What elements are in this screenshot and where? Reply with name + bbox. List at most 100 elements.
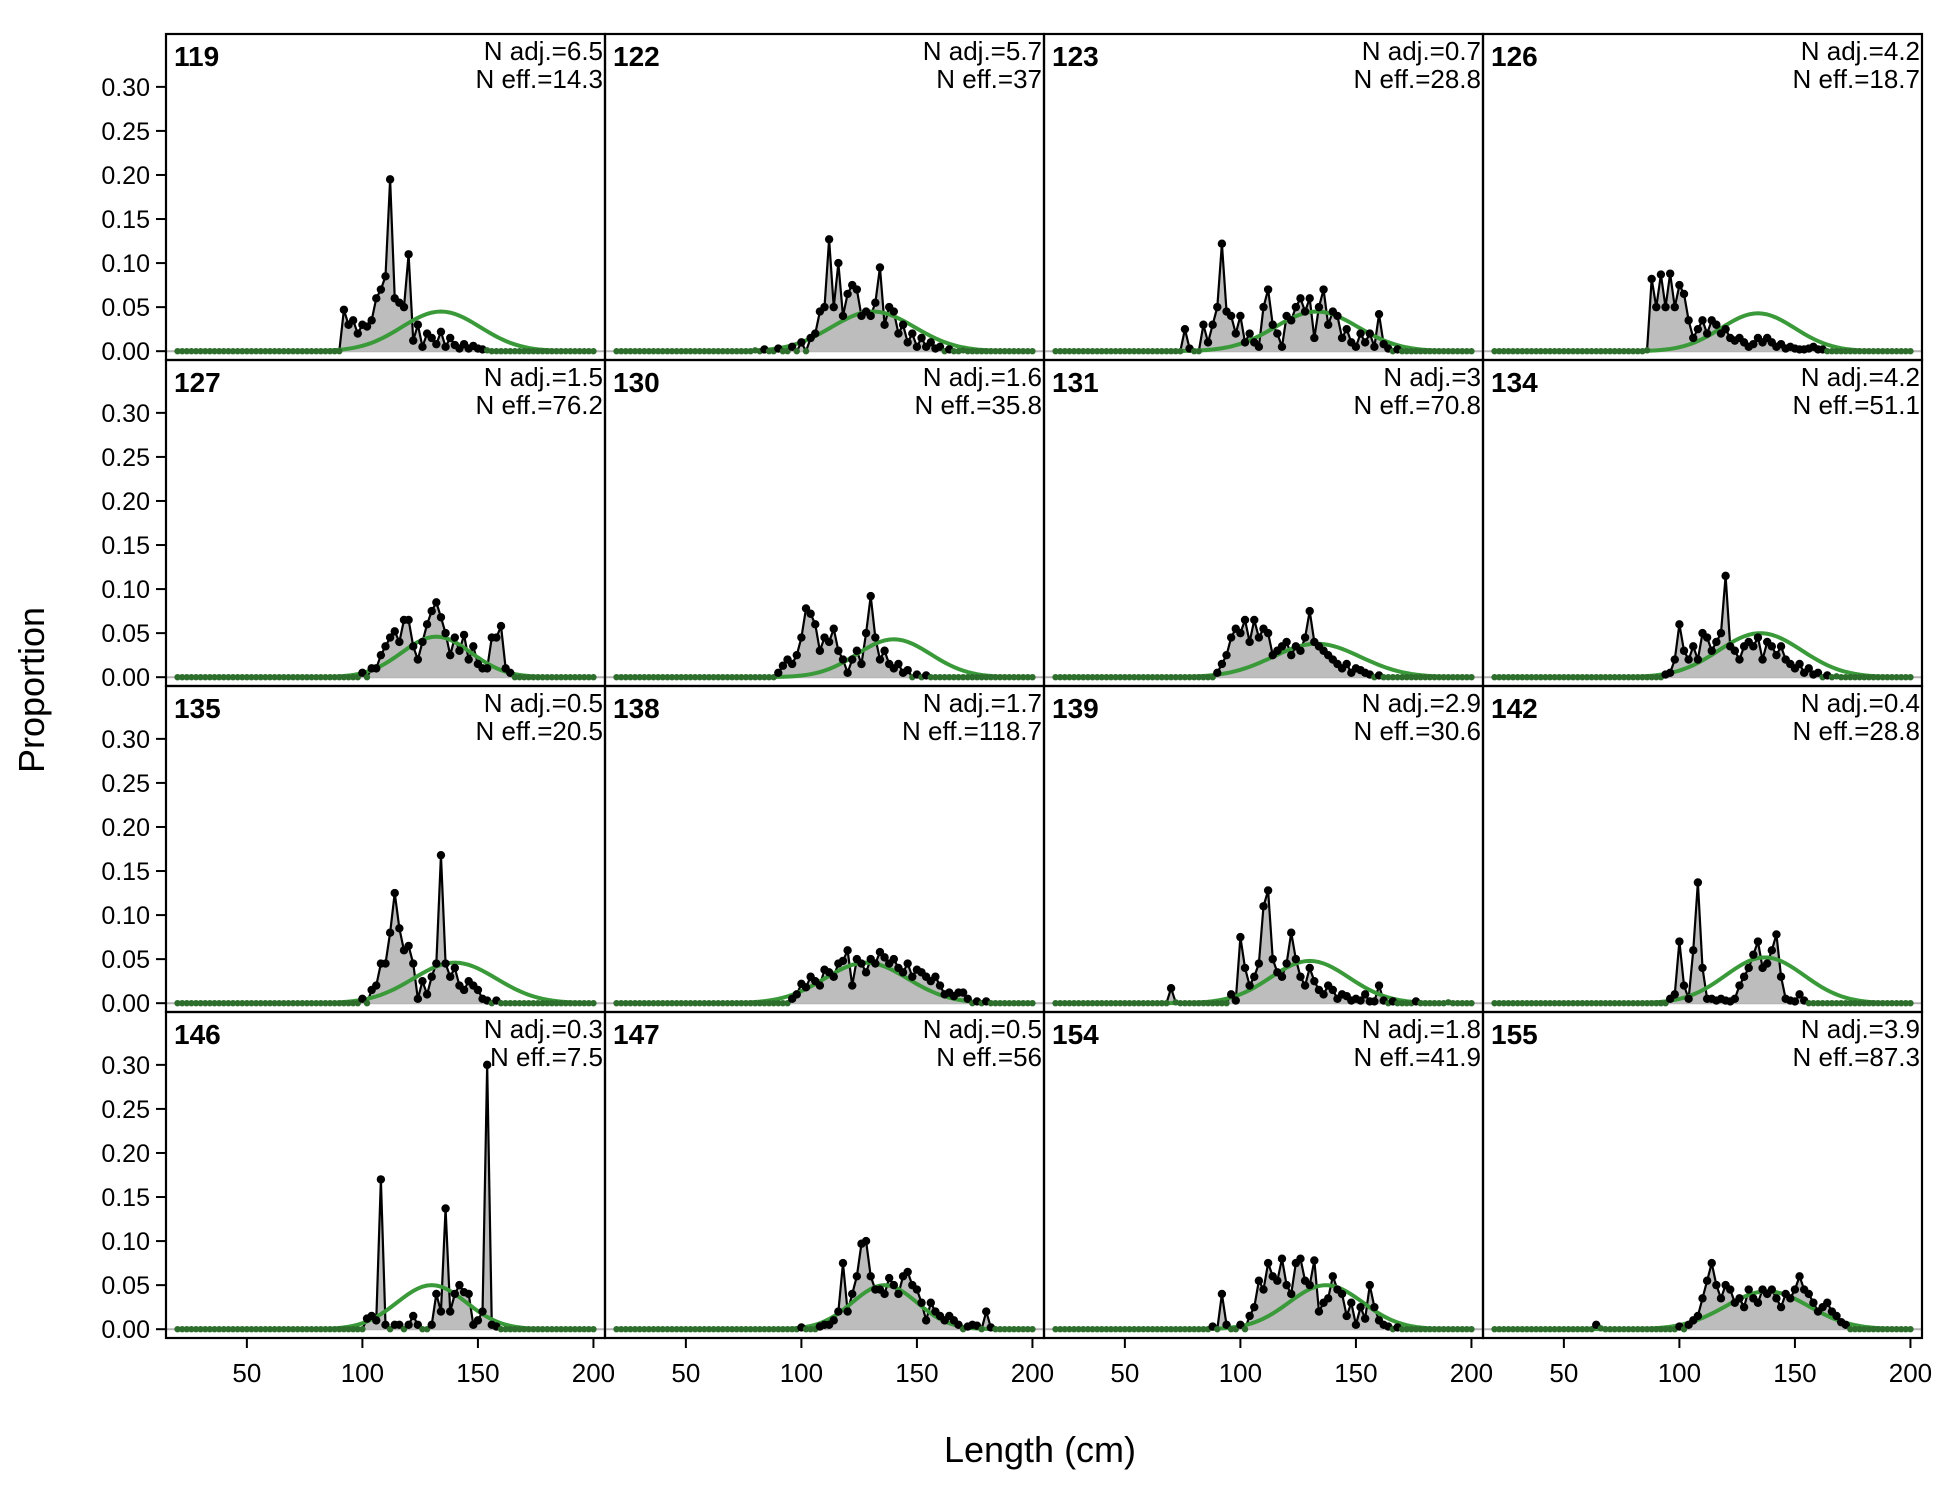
data-point: [553, 347, 560, 355]
data-point: [701, 1325, 708, 1333]
data-point: [728, 1325, 736, 1333]
data-point: [834, 1307, 843, 1316]
data-point: [1898, 999, 1905, 1007]
data-point: [788, 1325, 796, 1333]
data-point: [1435, 673, 1443, 681]
data-point: [1052, 347, 1059, 355]
data-point: [1287, 1289, 1296, 1299]
data-point: [1528, 673, 1535, 681]
data-point: [1675, 280, 1684, 290]
data-point: [276, 347, 283, 355]
data-point: [1689, 946, 1698, 955]
data-point: [1616, 999, 1623, 1007]
y-tick-label: 0.30: [101, 74, 150, 102]
data-point: [1052, 673, 1059, 681]
data-point: [404, 250, 413, 259]
data-point: [1356, 996, 1365, 1005]
data-point: [983, 673, 990, 681]
data-point: [534, 673, 542, 681]
data-point: [1214, 999, 1221, 1007]
data-point: [1454, 999, 1461, 1007]
data-point: [211, 347, 218, 355]
data-point: [345, 999, 352, 1007]
data-point: [202, 999, 209, 1007]
data-point: [202, 673, 209, 681]
data-point: [571, 999, 579, 1007]
n-adj-label: N adj.=0.3: [484, 1014, 603, 1044]
data-point: [908, 972, 917, 981]
data-point: [1296, 646, 1305, 655]
data-point: [1565, 1325, 1572, 1333]
data-point: [1463, 999, 1471, 1007]
data-point: [1898, 347, 1905, 355]
data-point: [502, 347, 509, 355]
data-point: [1277, 342, 1287, 351]
data-point: [641, 1325, 648, 1333]
data-point: [1907, 673, 1914, 681]
data-point: [1015, 999, 1022, 1007]
data-point: [843, 946, 852, 955]
data-point: [1200, 999, 1207, 1007]
data-point: [299, 1325, 306, 1333]
data-point: [539, 673, 546, 681]
data-point: [1648, 673, 1655, 681]
data-point: [1767, 946, 1777, 955]
data-point: [1813, 668, 1823, 677]
observed-area: [1055, 1258, 1472, 1330]
data-point: [1459, 1325, 1466, 1333]
data-point: [733, 347, 740, 355]
data-point: [1634, 1325, 1642, 1333]
data-point: [1884, 999, 1891, 1007]
panel-label: 127: [174, 367, 221, 398]
data-point: [395, 637, 404, 647]
y-tick-label: 0.15: [101, 1184, 150, 1212]
data-point: [1856, 1325, 1863, 1333]
data-point: [1240, 615, 1250, 625]
data-point: [861, 968, 871, 977]
data-point: [807, 1325, 814, 1333]
x-tick-label: 150: [895, 1358, 938, 1388]
data-point: [1528, 347, 1535, 355]
data-point: [1066, 347, 1073, 355]
data-point: [1593, 999, 1600, 1007]
data-point: [239, 347, 246, 355]
data-point: [1532, 347, 1540, 355]
data-point: [1398, 999, 1406, 1007]
y-tick-label: 0.20: [101, 162, 150, 190]
data-point: [664, 347, 671, 355]
y-tick-label: 0.10: [101, 250, 150, 278]
data-point: [571, 1325, 579, 1333]
data-point: [418, 342, 427, 351]
data-point: [838, 655, 848, 664]
data-point: [710, 999, 717, 1007]
data-point: [1112, 999, 1119, 1007]
data-point: [1287, 650, 1296, 660]
data-point: [1753, 633, 1763, 642]
data-point: [654, 999, 662, 1007]
data-point: [516, 673, 523, 681]
data-point: [848, 981, 857, 990]
data-point: [1296, 972, 1305, 981]
data-point: [1735, 1294, 1744, 1303]
data-point: [562, 999, 569, 1007]
data-point: [312, 347, 320, 355]
data-point: [1190, 673, 1198, 681]
data-point: [926, 1298, 935, 1307]
data-point: [178, 1325, 186, 1333]
data-point: [525, 347, 532, 355]
y-tick-label: 0.20: [101, 814, 150, 842]
data-point: [520, 1325, 528, 1333]
data-point: [413, 994, 423, 1003]
data-point: [516, 999, 523, 1007]
data-point: [1356, 1302, 1365, 1312]
n-eff-label: N eff.=76.2: [476, 390, 603, 420]
data-point: [353, 329, 362, 338]
data-point: [659, 999, 666, 1007]
data-point: [1282, 959, 1291, 968]
data-point: [1679, 289, 1689, 299]
data-point: [590, 347, 597, 355]
data-point: [1675, 937, 1684, 946]
data-point: [1310, 976, 1319, 986]
data-point: [243, 999, 251, 1007]
